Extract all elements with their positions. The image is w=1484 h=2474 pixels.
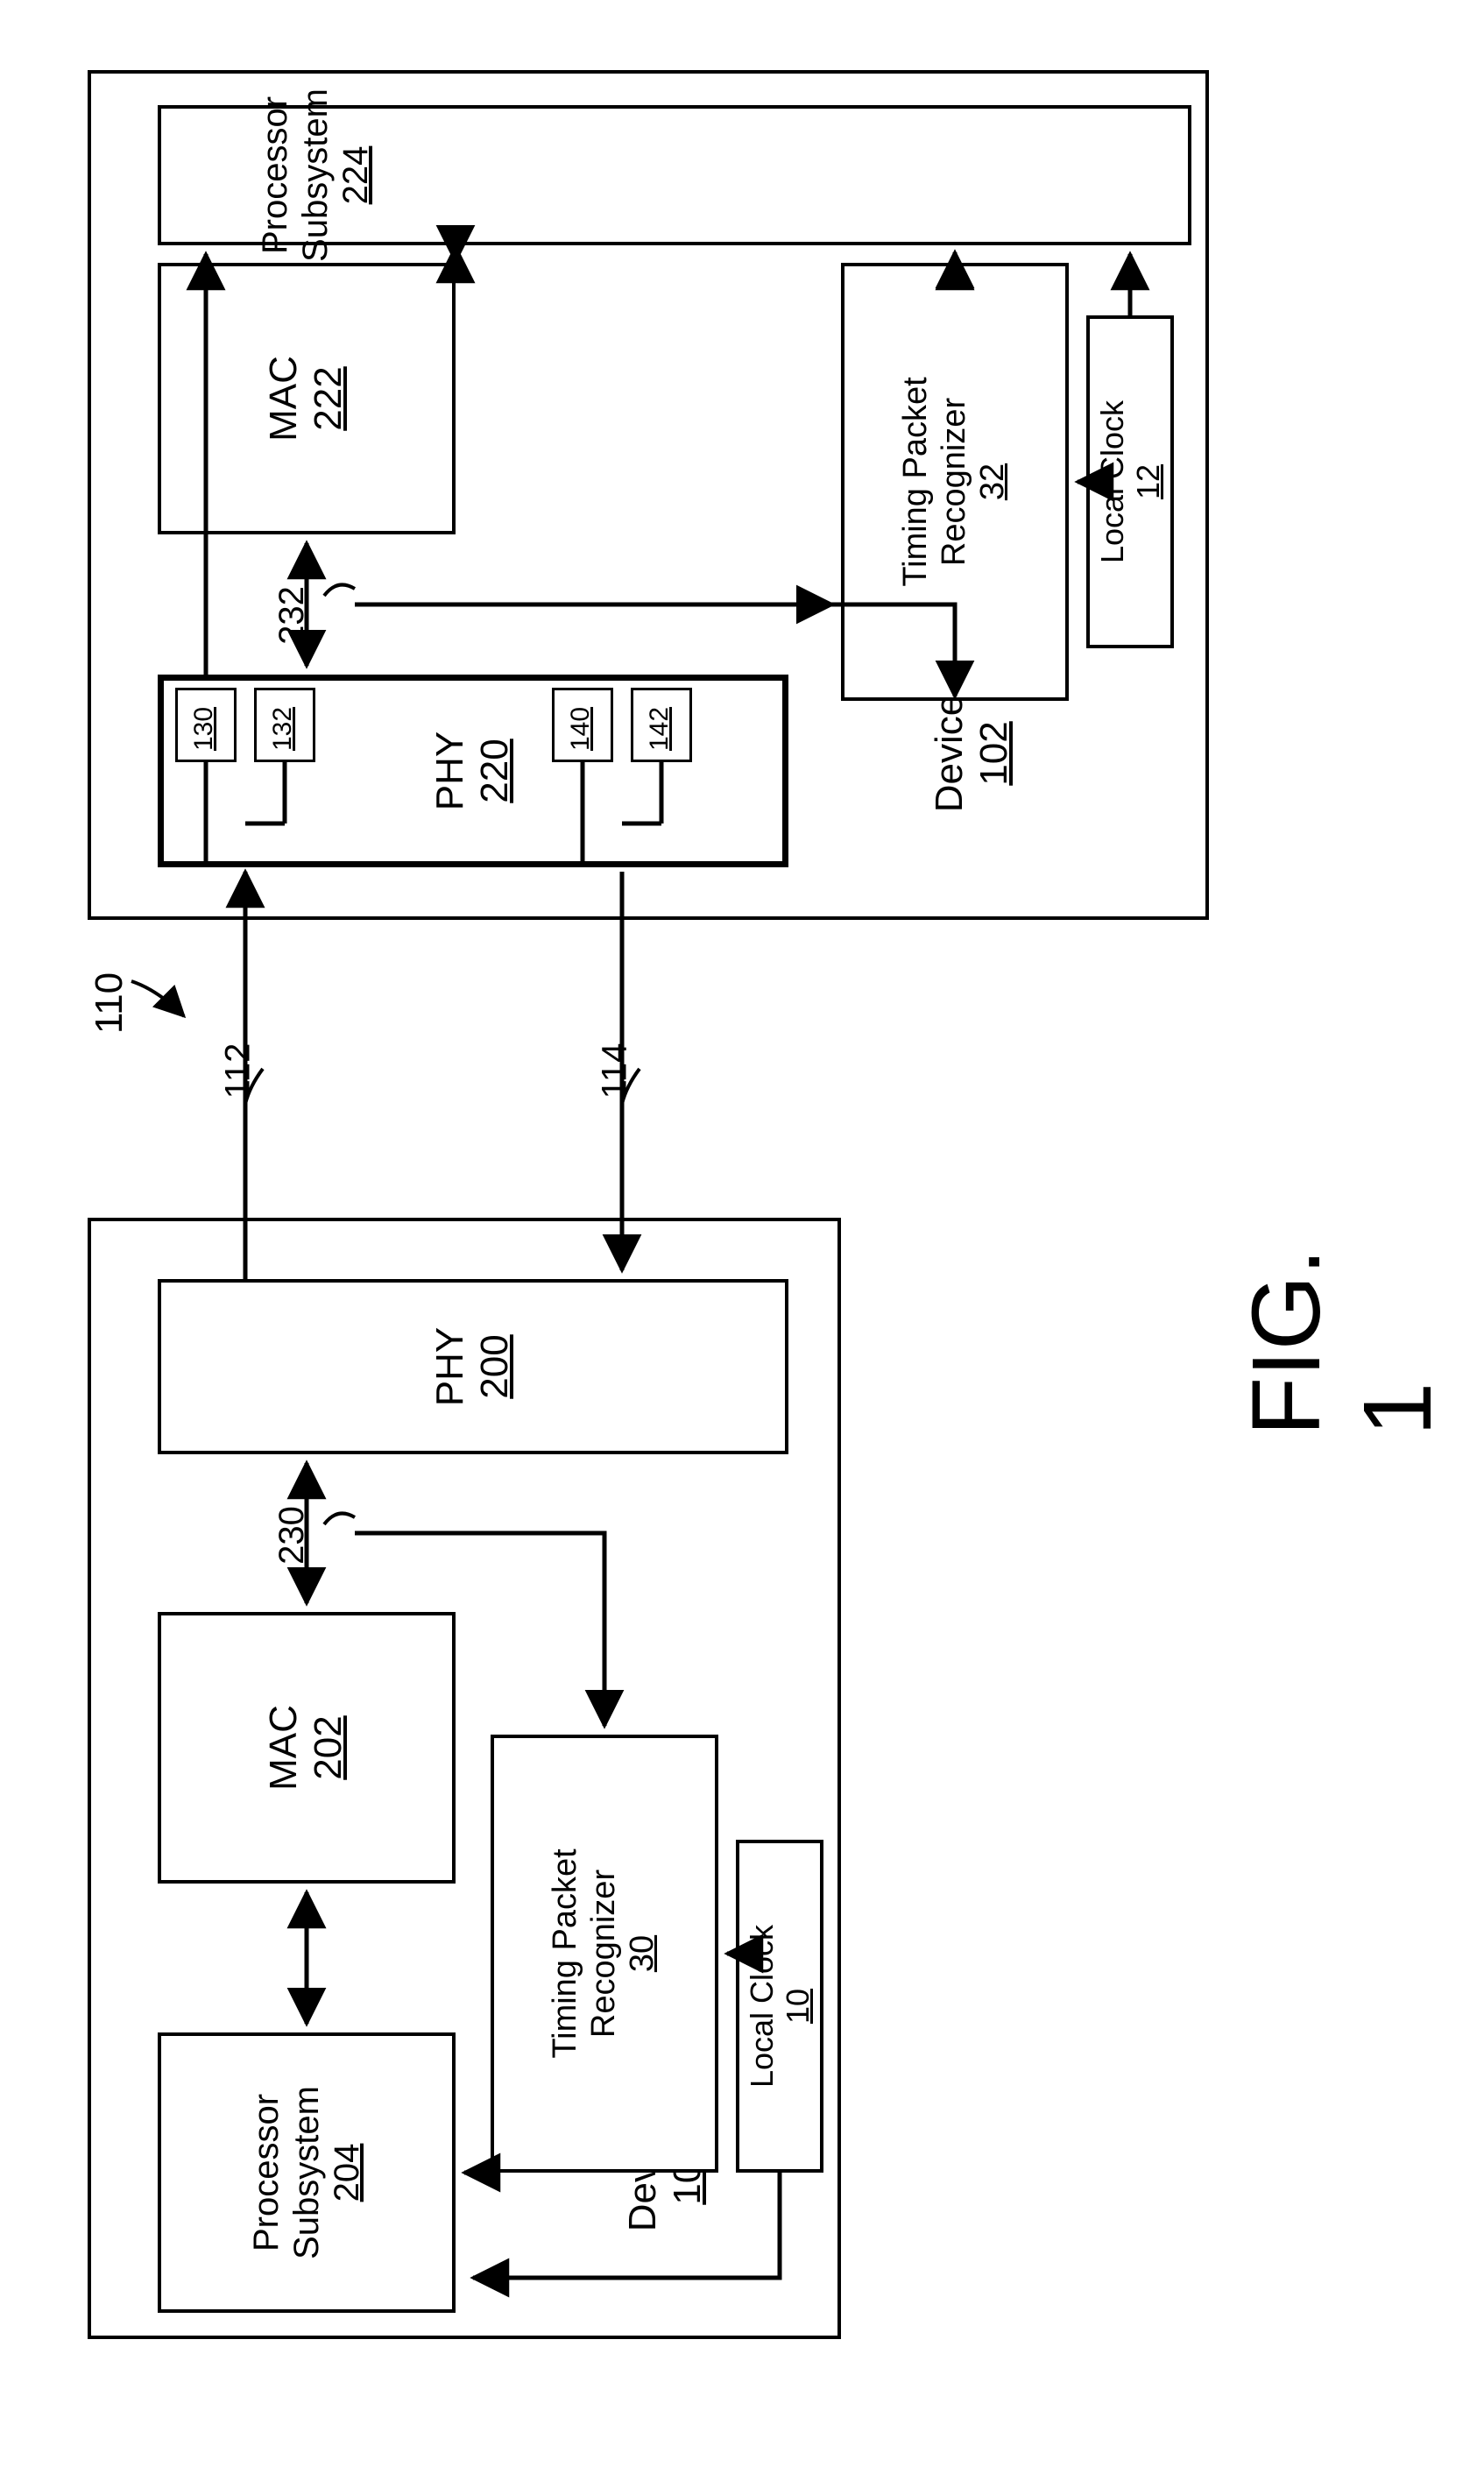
mac-222-ref: 222 [307,366,351,430]
clock-12-name: Local Clock [1094,400,1130,563]
mac-202-label: MAC 202 [263,1682,350,1813]
phy-220-ref: 220 [473,739,518,802]
clock-10-label: Local Clock 10 [745,1892,815,2120]
tpr-32-ref: 32 [974,463,1013,500]
clock-10-ref: 10 [780,1989,816,2024]
proc-224-label: Processor Subsystem 224 [254,61,377,289]
tpr-32-label: Timing Packet Recognizer 32 [894,350,1016,613]
phy-220-name: PHY [428,732,473,810]
clock-12-ref: 12 [1130,464,1166,499]
mac-202-name: MAC [262,1705,307,1791]
device-102-ref: 102 [972,721,1017,785]
tpr-30-name: Timing Packet Recognizer [547,1848,623,2058]
sub-142-ref: 142 [645,707,675,751]
mac-222-name: MAC [262,356,307,442]
phy-200-ref: 200 [473,1334,518,1398]
mac-202-ref: 202 [307,1715,351,1779]
diagram-canvas: Device 100 PHY 200 MAC 202 Processor Sub… [35,35,1449,2439]
bus-232-label: 232 [272,586,312,645]
proc-224-ref: 224 [336,146,376,205]
proc-224-name: Processor Subsystem [255,88,336,262]
tpr-32-name: Timing Packet Recognizer [897,377,973,586]
proc-204-label: Processor Subsystem 204 [245,2059,368,2287]
clock-10-name: Local Clock [744,1925,780,2088]
tpr-30-ref: 30 [624,1935,662,1972]
link-114-label: 114 [595,1043,634,1099]
proc-204-name: Processor Subsystem [246,2086,327,2259]
sub-130-ref: 130 [189,707,219,751]
mac-222-label: MAC 222 [263,333,350,464]
figure-label: FIG. 1 [1231,1222,1453,1436]
bus-230-label: 230 [272,1506,312,1565]
phy-200-label: PHY 200 [429,1305,517,1428]
proc-204-ref: 204 [327,2144,367,2202]
link-110-label: 110 [88,972,131,1034]
sub-132-ref: 132 [268,707,298,751]
phy-220-label: PHY 220 [429,710,517,832]
link-112-label: 112 [218,1043,258,1099]
device-102-name: Device [928,695,972,813]
clock-12-label: Local Clock 12 [1095,368,1165,596]
sub-140-ref: 140 [566,707,596,751]
tpr-30-label: Timing Packet Recognizer 30 [543,1822,666,2085]
phy-200-name: PHY [428,1327,473,1406]
